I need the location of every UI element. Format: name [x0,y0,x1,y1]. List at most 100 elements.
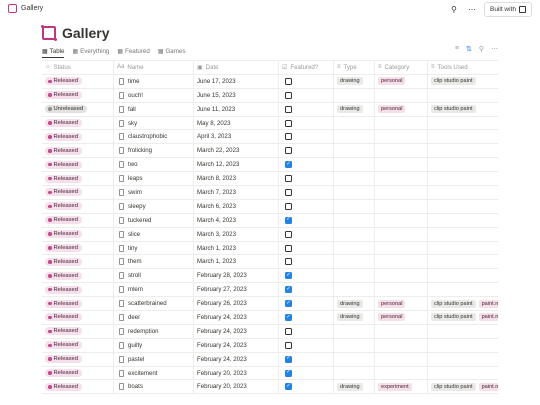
status-cell[interactable]: Released [42,213,114,227]
tools-cell[interactable] [428,200,498,213]
status-cell[interactable]: Released [42,172,114,186]
category-cell[interactable] [375,269,428,283]
date-cell[interactable]: May 8, 2023 [194,116,279,130]
featured-checkbox[interactable] [285,119,292,127]
category-cell[interactable]: personal [375,102,428,116]
table-row[interactable]: Released time June 17, 2023 drawing personal… [42,74,498,89]
type-cell[interactable] [334,366,375,380]
name-cell[interactable]: sleepy [114,199,194,213]
type-cell[interactable] [334,338,375,352]
type-cell[interactable] [334,116,375,130]
category-cell[interactable] [375,324,428,338]
tools-cell[interactable] [428,353,498,366]
status-cell[interactable]: Released [42,297,114,311]
featured-checkbox[interactable] [285,341,292,349]
date-cell[interactable]: March 7, 2023 [194,186,279,199]
tools-cell[interactable] [428,89,498,102]
more-icon[interactable]: ⋯ [491,46,498,53]
tools-cell[interactable] [428,158,498,171]
featured-checkbox[interactable]: ✓ [285,355,292,363]
category-cell[interactable] [375,186,428,199]
category-cell[interactable] [375,283,428,297]
table-row[interactable]: Released two March 12, 2023 ✓ [42,158,498,173]
name-cell[interactable]: tuckered [114,213,194,227]
category-cell[interactable] [375,116,428,130]
date-cell[interactable]: February 24, 2023 [194,324,279,338]
status-cell[interactable]: Released [42,269,114,283]
name-cell[interactable]: ouch! [114,88,194,102]
type-cell[interactable]: drawing [334,102,375,116]
status-cell[interactable]: Released [42,144,114,158]
table-row[interactable]: Released scatterbrained February 26, 2023 ✓… [42,297,498,312]
type-cell[interactable] [334,88,375,102]
column-header-type[interactable]: ≡ Type [334,61,375,74]
status-cell[interactable]: Released [42,227,114,241]
filter-icon[interactable]: ≡ [454,45,459,52]
name-cell[interactable]: swim [114,186,194,199]
date-cell[interactable]: February 26, 2023 [194,297,279,311]
status-cell[interactable]: Released [42,324,114,338]
featured-checkbox[interactable]: ✓ [285,383,292,391]
status-cell[interactable]: Released [42,338,114,352]
date-cell[interactable]: June 15, 2023 [194,88,279,102]
name-cell[interactable]: claustrophobic [114,130,194,144]
status-cell[interactable]: Unreleased [42,102,114,116]
search-icon[interactable]: ⚲ [451,5,457,14]
tools-cell[interactable] [428,186,498,199]
featured-checkbox[interactable] [285,133,292,141]
status-cell[interactable]: Released [42,352,114,366]
name-cell[interactable]: them [114,255,194,269]
tools-cell[interactable]: clip studio paint [428,103,498,116]
type-cell[interactable] [334,130,375,144]
category-cell[interactable]: personal [375,74,428,88]
name-cell[interactable]: slice [114,227,194,241]
date-cell[interactable]: February 24, 2023 [194,352,279,366]
table-row[interactable]: Released leaps March 8, 2023 [42,172,498,187]
table-row[interactable]: Released deer February 24, 2023 ✓ drawing per… [42,311,498,325]
table-row[interactable]: Released swim March 7, 2023 [42,186,498,200]
name-cell[interactable]: excitement [114,366,194,380]
tools-cell[interactable] [428,269,498,282]
tools-cell[interactable] [428,325,498,338]
category-cell[interactable]: experiment [375,380,428,394]
name-cell[interactable]: frolicking [114,144,194,158]
type-cell[interactable] [334,352,375,366]
status-cell[interactable]: Released [42,366,114,380]
type-cell[interactable] [334,186,375,199]
featured-checkbox[interactable]: ✓ [285,313,292,321]
date-cell[interactable]: April 3, 2023 [194,130,279,144]
featured-checkbox[interactable]: ✓ [285,272,292,280]
category-cell[interactable] [375,130,428,144]
column-header-status[interactable]: ☼ Status [42,61,114,74]
date-cell[interactable]: March 3, 2023 [194,227,279,241]
name-cell[interactable]: stroll [114,269,194,283]
column-header-date[interactable]: ▣ Date [194,61,279,74]
tools-cell[interactable] [428,339,498,352]
category-cell[interactable] [375,88,428,102]
featured-checkbox[interactable]: ✓ [285,216,292,224]
column-header-category[interactable]: ≡ Category [375,61,428,74]
date-cell[interactable]: February 24, 2023 [194,311,279,324]
column-header-name[interactable]: Aa Name [114,61,194,74]
tab-everything[interactable]: ▦ Everything [72,45,109,57]
featured-checkbox[interactable]: ✓ [285,369,292,377]
category-cell[interactable] [375,366,428,380]
tab-table[interactable]: ▦ Table [42,45,65,58]
name-cell[interactable]: two [114,158,194,172]
status-cell[interactable]: Released [42,199,114,213]
tools-cell[interactable] [428,228,498,241]
featured-checkbox[interactable] [285,175,292,183]
status-cell[interactable]: Released [42,380,114,394]
tools-cell[interactable] [428,367,498,380]
tools-cell[interactable] [428,283,498,296]
category-cell[interactable] [375,241,428,255]
table-row[interactable]: Released excitement February 20, 2023 ✓ [42,366,498,381]
type-cell[interactable]: drawing [334,380,375,394]
type-cell[interactable] [334,283,375,297]
tools-cell[interactable] [428,117,498,130]
type-cell[interactable] [334,227,375,241]
status-cell[interactable]: Released [42,255,114,269]
date-cell[interactable]: June 11, 2023 [194,102,279,116]
category-cell[interactable] [375,338,428,352]
